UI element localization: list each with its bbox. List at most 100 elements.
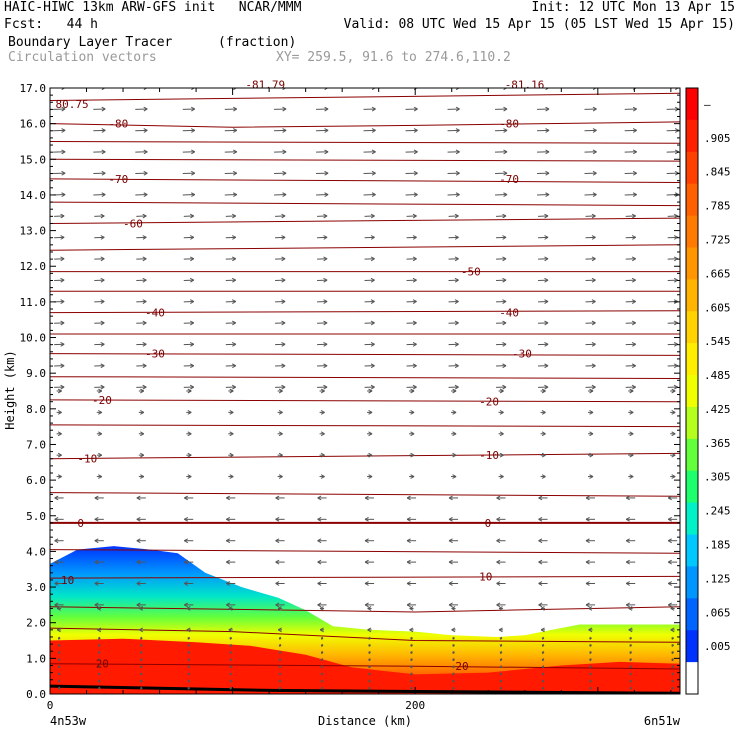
wind-vector xyxy=(224,88,238,91)
colorbar-swatch xyxy=(686,470,698,504)
isotherm-label: 0 xyxy=(485,517,492,530)
wind-vector xyxy=(94,581,104,586)
colorbar-label: .545 xyxy=(704,335,731,348)
wind-vector xyxy=(98,636,101,640)
wind-vector xyxy=(140,651,143,655)
wind-vector xyxy=(364,235,375,240)
wind-vector xyxy=(540,474,546,479)
isotherm-label: -70 xyxy=(108,173,128,186)
wind-vector xyxy=(541,643,545,647)
colorbar-swatch xyxy=(686,183,698,217)
wind-vector xyxy=(452,665,455,669)
wind-vector xyxy=(499,658,503,662)
wind-vector xyxy=(537,170,550,176)
wind-vector xyxy=(628,627,633,633)
wind-vector xyxy=(629,636,633,640)
wind-vector xyxy=(585,213,596,219)
wind-vector xyxy=(540,431,546,437)
wind-vector xyxy=(97,606,102,611)
y-tick-label: 8.0 xyxy=(26,403,46,416)
wind-vector xyxy=(367,410,373,415)
wind-vector xyxy=(53,170,66,176)
wind-vector xyxy=(541,658,545,662)
wind-vector xyxy=(496,320,507,326)
colorbar-swatch xyxy=(686,215,698,248)
colorbar-label: .125 xyxy=(704,572,731,585)
wind-vector xyxy=(94,277,105,283)
isotherm-line xyxy=(50,158,680,162)
wind-vector xyxy=(183,277,195,283)
wind-vector xyxy=(54,235,65,240)
tracer-core xyxy=(50,638,680,694)
wind-vector xyxy=(538,538,548,544)
wind-vector xyxy=(406,235,417,240)
wind-vector xyxy=(588,431,594,437)
wind-vector xyxy=(448,235,459,240)
wind-vector xyxy=(224,192,238,198)
colorbar-label: .665 xyxy=(704,267,731,280)
wind-vector xyxy=(317,235,328,240)
wind-vector xyxy=(226,602,236,608)
wind-vector xyxy=(275,384,286,390)
wind-vector xyxy=(182,149,196,155)
wind-vector xyxy=(588,474,594,479)
wind-vector xyxy=(278,651,282,655)
wind-vector xyxy=(537,88,550,91)
wind-vector xyxy=(226,516,236,522)
colorbar-swatch xyxy=(686,311,698,344)
wind-vector xyxy=(277,431,283,437)
wind-vector xyxy=(187,658,191,662)
wind-vector xyxy=(410,643,413,647)
isotherm-line xyxy=(50,663,680,670)
wind-vector xyxy=(182,88,196,91)
wind-vector xyxy=(140,672,143,676)
wind-vector xyxy=(451,474,457,479)
wind-vector xyxy=(363,192,376,198)
wind-vector xyxy=(666,88,679,91)
wind-vector xyxy=(138,452,145,458)
wind-vector xyxy=(452,651,455,655)
colorbar-swatch xyxy=(686,534,698,567)
wind-vector xyxy=(624,149,637,155)
wind-vector xyxy=(226,559,236,565)
wind-vector xyxy=(56,388,62,394)
wind-vector xyxy=(136,277,147,283)
wind-vector xyxy=(537,149,550,155)
wind-vector xyxy=(496,581,506,586)
wind-vector xyxy=(57,643,61,647)
wind-vector xyxy=(184,516,194,522)
wind-vector xyxy=(368,636,371,640)
wind-vector xyxy=(540,627,546,633)
wind-vector xyxy=(452,643,455,647)
wind-vector xyxy=(54,559,64,565)
wind-vector xyxy=(317,277,328,283)
y-tick-label: 7.0 xyxy=(26,438,46,451)
wind-vector xyxy=(135,192,148,198)
wind-vector xyxy=(625,602,636,608)
wind-vector xyxy=(670,474,676,479)
wind-vector xyxy=(406,213,417,219)
xy-coordinates: XY= 259.5, 91.6 to 274.6,110.2 xyxy=(276,50,511,65)
wind-vector xyxy=(275,277,286,283)
wind-vector xyxy=(588,627,593,633)
wind-vector xyxy=(319,474,325,479)
wind-vector xyxy=(538,602,548,608)
wind-vector xyxy=(585,342,596,347)
x-tick-label: 200 xyxy=(405,699,425,712)
forecast-hour: Fcst: 44 h xyxy=(4,17,98,32)
wind-vector xyxy=(96,452,103,458)
wind-vector xyxy=(406,495,417,501)
tracer-field xyxy=(50,546,680,694)
wind-vector xyxy=(405,128,418,133)
wind-vector xyxy=(94,495,104,501)
wind-vector xyxy=(56,627,62,633)
wind-vector xyxy=(135,149,148,155)
wind-vector xyxy=(319,431,325,437)
wind-vector xyxy=(367,452,373,458)
wind-vector xyxy=(585,581,596,586)
wind-vector xyxy=(183,384,195,390)
wind-vector xyxy=(275,363,286,369)
wind-vector xyxy=(94,213,105,219)
wind-vector xyxy=(186,452,192,458)
wind-vector xyxy=(537,192,550,198)
